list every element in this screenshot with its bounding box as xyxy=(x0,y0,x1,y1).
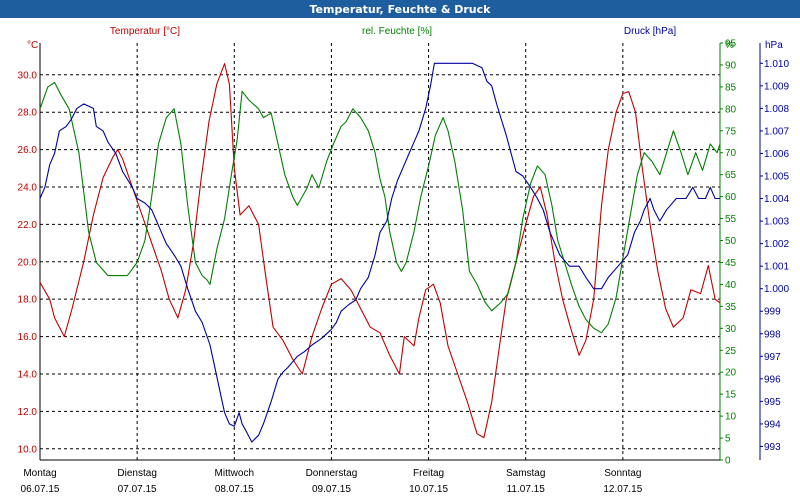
humidity-tick-label: 10 xyxy=(725,412,737,423)
x-tick-date: 07.07.15 xyxy=(118,484,157,495)
humidity-tick-label: 95 xyxy=(725,39,737,50)
pressure-line xyxy=(39,62,720,443)
title-bar: Temperatur, Feuchte & Druck xyxy=(0,0,800,18)
pressure-tick-label: 998 xyxy=(764,329,781,340)
temperature-tick-label: 28.0 xyxy=(18,108,38,119)
humidity-tick-label: 50 xyxy=(725,236,737,247)
temperature-tick-label: 30.0 xyxy=(18,70,38,81)
x-axis: Montag 06.07.15 Dienstag 07.07.15 Mittwoch 08… xyxy=(21,468,643,495)
plot-frame xyxy=(39,43,761,461)
x-tick-date: 06.07.15 xyxy=(21,484,60,495)
temperature-tick-label: 14.0 xyxy=(18,369,38,380)
title-bar-background xyxy=(0,0,800,18)
humidity-tick-label: 55 xyxy=(725,214,737,225)
x-tick-day: Freitag xyxy=(413,468,444,479)
x-tick-day: Samstag xyxy=(506,468,545,479)
pressure-tick-label: 1.008 xyxy=(764,104,789,115)
humidity-tick-label: 70 xyxy=(725,148,737,159)
legend-humidity: rel. Feuchte [%] xyxy=(362,26,432,37)
pressure-tick-label: 1.002 xyxy=(764,239,789,250)
x-tick-date: 10.07.15 xyxy=(409,484,448,495)
temperature-axis: 30.0 28.0 26.0 24.0 22.0 20.0 18.0 16.0 14.0 12.0… xyxy=(18,70,38,455)
x-tick-day: Montag xyxy=(23,468,56,479)
pressure-tick-label: 1.000 xyxy=(764,284,789,295)
temperature-tick-label: 26.0 xyxy=(18,145,38,156)
pressure-tick-label: 994 xyxy=(764,419,781,430)
temperature-tick-label: 22.0 xyxy=(18,220,38,231)
temperature-unit-label: °C xyxy=(27,40,38,51)
humidity-tick-label: 65 xyxy=(725,170,737,181)
pressure-tick-label: 1.006 xyxy=(764,149,789,160)
legend-pressure: Druck [hPa] xyxy=(624,26,676,37)
pressure-tick-label: 1.007 xyxy=(764,126,789,137)
humidity-tick-label: 40 xyxy=(725,280,737,291)
humidity-tick-label: 30 xyxy=(725,324,737,335)
temperature-tick-label: 16.0 xyxy=(18,332,38,343)
pressure-tick-label: 993 xyxy=(764,442,781,453)
humidity-tick-label: 90 xyxy=(725,60,737,71)
pressure-tick-label: 1.004 xyxy=(764,194,789,205)
pressure-unit-label: hPa xyxy=(765,40,783,51)
x-tick-date: 11.07.15 xyxy=(507,484,546,495)
pressure-tick-label: 1.001 xyxy=(764,262,789,273)
temperature-tick-label: 24.0 xyxy=(18,182,38,193)
pressure-axis: 1.010 1.009 1.008 1.007 1.006 1.005 1.004 1.003… xyxy=(760,59,789,453)
temperature-line xyxy=(39,63,721,439)
pressure-tick-label: 1.009 xyxy=(764,81,789,92)
x-tick-date: 12.07.15 xyxy=(603,484,642,495)
pressure-tick-label: 996 xyxy=(764,374,781,385)
humidity-tick-label: 45 xyxy=(725,258,737,269)
humidity-tick-label: 85 xyxy=(725,82,737,93)
humidity-unit-label: % xyxy=(725,40,734,51)
pressure-tick-label: 1.003 xyxy=(764,217,789,228)
humidity-tick-label: 0 xyxy=(725,456,731,467)
pressure-tick-label: 1.010 xyxy=(764,59,789,70)
temperature-tick-label: 20.0 xyxy=(18,257,38,268)
legend-temperature: Temperatur [°C] xyxy=(110,26,180,37)
x-tick-day: Sonntag xyxy=(604,468,641,479)
pressure-tick-label: 1.005 xyxy=(764,171,789,182)
humidity-line xyxy=(39,81,721,334)
x-tick-date: 08.07.15 xyxy=(215,484,254,495)
temperature-tick-label: 18.0 xyxy=(18,295,38,306)
humidity-tick-label: 60 xyxy=(725,192,737,203)
pressure-tick-label: 997 xyxy=(764,352,781,363)
humidity-tick-label: 25 xyxy=(725,346,737,357)
series-lines xyxy=(39,62,721,443)
x-tick-day: Donnerstag xyxy=(306,468,358,479)
humidity-tick-label: 15 xyxy=(725,390,737,401)
pressure-tick-label: 995 xyxy=(764,397,781,408)
humidity-tick-label: 5 xyxy=(725,434,731,445)
humidity-tick-label: 20 xyxy=(725,368,737,379)
chart-title: Temperatur, Feuchte & Druck xyxy=(310,3,492,16)
temperature-tick-label: 12.0 xyxy=(18,407,38,418)
x-tick-date: 09.07.15 xyxy=(312,484,351,495)
pressure-tick-label: 999 xyxy=(764,307,781,318)
temperature-tick-label: 10.0 xyxy=(18,444,38,455)
x-tick-day: Mittwoch xyxy=(215,468,254,479)
grid xyxy=(40,43,720,460)
x-tick-day: Dienstag xyxy=(117,468,156,479)
humidity-tick-label: 80 xyxy=(725,104,737,115)
humidity-tick-label: 75 xyxy=(725,126,737,137)
humidity-tick-label: 35 xyxy=(725,302,737,313)
